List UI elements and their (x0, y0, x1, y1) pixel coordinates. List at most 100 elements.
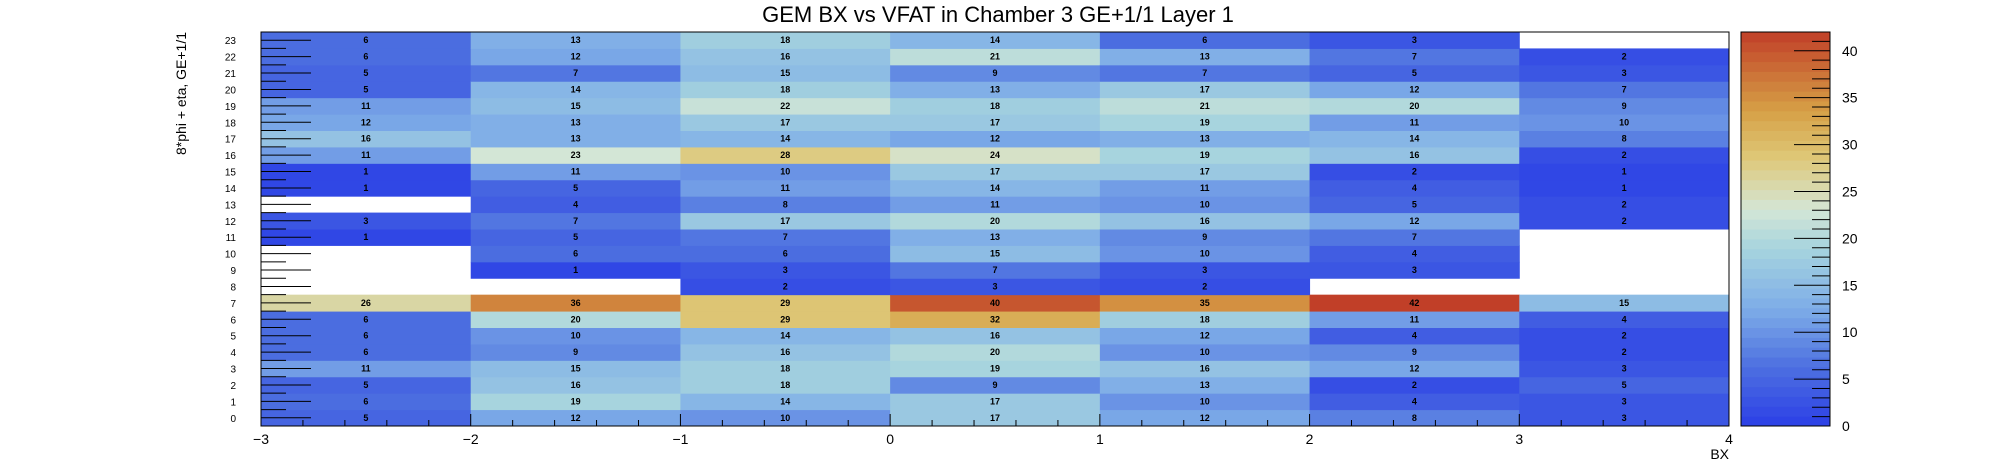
cell-value-label: 1 (1622, 183, 1627, 193)
palette-band (1741, 150, 1830, 161)
cell-value-label: 7 (992, 265, 997, 275)
cell-value-label: 19 (571, 396, 581, 406)
heatmap-cell (470, 81, 681, 99)
heatmap-cell (1309, 343, 1520, 361)
palette-band (1741, 100, 1830, 112)
heatmap-cell (680, 278, 891, 296)
cell-value-label: 20 (1409, 101, 1419, 111)
heatmap-cell (680, 229, 891, 246)
y-tick-label: 23 (225, 36, 237, 47)
heatmap-cell (890, 343, 1101, 361)
heatmap-cell (1099, 196, 1311, 214)
heatmap-cell (470, 146, 681, 164)
cell-value-label: 16 (990, 331, 1000, 341)
palette-band (1741, 258, 1830, 269)
palette-band (1741, 268, 1830, 279)
palette-tick-label: 30 (1842, 137, 1858, 153)
heatmap-cell (890, 48, 1101, 66)
cell-value-label: 12 (990, 134, 1000, 144)
cell-value-label: 6 (363, 35, 368, 45)
heatmap-cell (680, 196, 891, 214)
cell-value-label: 18 (780, 35, 790, 45)
cell-value-label: 1 (363, 167, 368, 177)
cell-value-label: 6 (363, 314, 368, 324)
heatmap-cell (1099, 48, 1311, 66)
heatmap-cell (890, 409, 1101, 427)
palette-tick-label: 5 (1842, 371, 1850, 387)
heatmap-cell (470, 261, 681, 279)
heatmap-cell (470, 64, 681, 82)
heatmap-cell (470, 245, 681, 263)
cell-value-label: 3 (992, 281, 997, 291)
cell-value-label: 17 (1200, 84, 1210, 94)
x-tick-label: 0 (886, 431, 894, 447)
cell-value-label: 20 (571, 314, 581, 324)
cell-value-label: 29 (780, 298, 790, 308)
heatmap-cell (1519, 376, 1730, 394)
cell-value-label: 2 (1202, 281, 1207, 291)
cell-value-label: 7 (783, 232, 788, 242)
heatmap-cell (1519, 343, 1730, 361)
cell-value-label: 11 (571, 167, 581, 177)
cell-value-label: 1 (1622, 167, 1627, 177)
cell-value-label: 19 (1200, 150, 1210, 160)
heatmap-cell (890, 360, 1101, 378)
heatmap-cell (680, 114, 891, 131)
cell-value-label: 12 (1200, 413, 1210, 423)
palette-band (1741, 238, 1830, 250)
heatmap-cell (890, 179, 1101, 197)
cell-value-label: 9 (1412, 347, 1417, 357)
cell-value-label: 11 (361, 364, 371, 374)
heatmap-cell (1099, 393, 1311, 411)
heatmap-cell (1309, 327, 1520, 345)
x-axis: −3 −2 −1 0 1 2 3 4 (253, 414, 1733, 447)
cell-value-label: 17 (990, 396, 1000, 406)
cell-value-label: 4 (1412, 183, 1417, 193)
x-axis-label: BX (1710, 446, 1729, 462)
heatmap-cell (1309, 163, 1520, 181)
cell-value-label: 15 (571, 364, 581, 374)
cell-value-label: 21 (1200, 101, 1210, 111)
heatmap-cell (261, 311, 472, 328)
heatmap-cell (1099, 343, 1311, 361)
heatmap-cell (470, 343, 681, 361)
heatmap-cell (1519, 393, 1730, 411)
heatmap-cell (1099, 360, 1311, 378)
cell-value-label: 17 (780, 216, 790, 226)
heatmap-cell (680, 146, 891, 164)
cell-value-label: 32 (990, 314, 1000, 324)
heatmap-cell (261, 179, 472, 197)
heatmap-cell (261, 114, 472, 131)
cell-value-label: 15 (1619, 298, 1629, 308)
cell-value-label: 11 (361, 101, 371, 111)
y-tick-label: 0 (230, 414, 236, 425)
palette-band (1741, 219, 1830, 230)
cell-value-label: 5 (363, 68, 368, 78)
heatmap-cell (1099, 245, 1311, 263)
y-tick-label: 3 (230, 365, 236, 376)
palette-band (1741, 386, 1830, 397)
heatmap-cell (890, 311, 1101, 328)
cell-value-label: 10 (1200, 249, 1210, 259)
cell-value-label: 13 (1200, 380, 1210, 390)
cell-value-label: 13 (990, 84, 1000, 94)
heatmap-cell (470, 114, 681, 131)
heatmap-cell (680, 32, 891, 49)
cell-value-label: 11 (361, 150, 371, 160)
heatmap-cell (1099, 81, 1311, 99)
cell-value-label: 11 (1200, 183, 1210, 193)
heatmap-cell (1099, 146, 1311, 164)
cell-value-label: 9 (992, 380, 997, 390)
palette-band (1741, 288, 1830, 299)
heatmap-cell (470, 229, 681, 246)
cell-value-label: 12 (1409, 364, 1419, 374)
cell-value-label: 12 (571, 52, 581, 62)
palette-axis: 0 5 10 15 20 25 30 35 40 (1794, 40, 1858, 434)
heatmap-cell (1309, 360, 1520, 378)
cell-value-label: 14 (571, 84, 581, 94)
heatmap-cell (261, 376, 472, 394)
heatmap-cell (261, 130, 472, 148)
cell-value-label: 2 (1622, 52, 1627, 62)
